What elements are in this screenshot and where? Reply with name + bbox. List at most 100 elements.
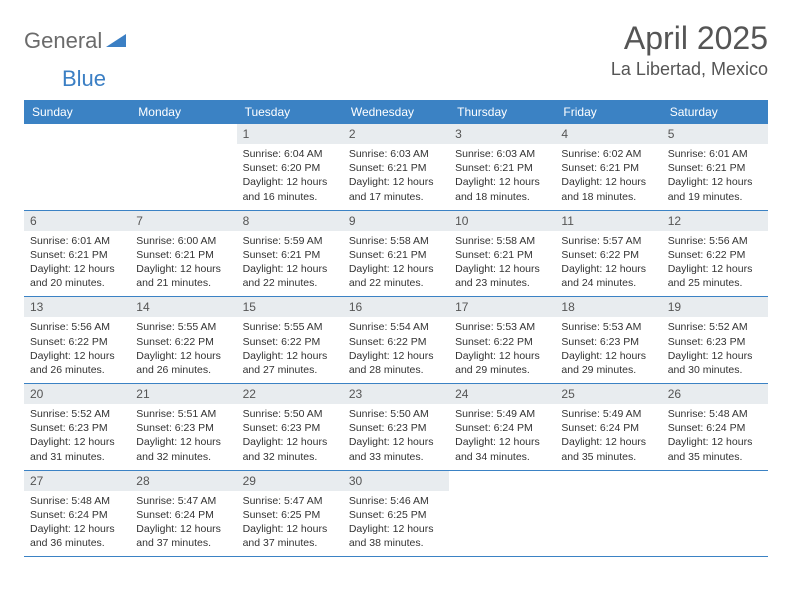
day-content: Sunrise: 6:02 AMSunset: 6:21 PMDaylight:… [555,144,661,210]
logo-triangle-icon [106,31,126,52]
sunset-text: Sunset: 6:21 PM [561,161,655,175]
calendar-cell: 25Sunrise: 5:49 AMSunset: 6:24 PMDayligh… [555,384,661,471]
day-content: Sunrise: 5:49 AMSunset: 6:24 PMDaylight:… [449,404,555,470]
sunset-text: Sunset: 6:23 PM [561,335,655,349]
day-content: Sunrise: 6:04 AMSunset: 6:20 PMDaylight:… [237,144,343,210]
daylight-text: Daylight: 12 hours and 17 minutes. [349,175,443,203]
sunset-text: Sunset: 6:24 PM [561,421,655,435]
sunset-text: Sunset: 6:25 PM [243,508,337,522]
calendar-cell [24,124,130,210]
day-number [555,471,661,491]
calendar-week: 6Sunrise: 6:01 AMSunset: 6:21 PMDaylight… [24,210,768,297]
daylight-text: Daylight: 12 hours and 29 minutes. [561,349,655,377]
calendar-cell: 16Sunrise: 5:54 AMSunset: 6:22 PMDayligh… [343,297,449,384]
day-content: Sunrise: 5:51 AMSunset: 6:23 PMDaylight:… [130,404,236,470]
calendar-cell [130,124,236,210]
sunrise-text: Sunrise: 6:01 AM [30,234,124,248]
calendar-week: 13Sunrise: 5:56 AMSunset: 6:22 PMDayligh… [24,297,768,384]
day-content: Sunrise: 5:47 AMSunset: 6:24 PMDaylight:… [130,491,236,557]
day-number: 11 [555,211,661,231]
calendar-cell: 3Sunrise: 6:03 AMSunset: 6:21 PMDaylight… [449,124,555,210]
day-content [130,144,236,202]
day-number: 27 [24,471,130,491]
day-content: Sunrise: 5:48 AMSunset: 6:24 PMDaylight:… [662,404,768,470]
sunset-text: Sunset: 6:22 PM [561,248,655,262]
daylight-text: Daylight: 12 hours and 26 minutes. [136,349,230,377]
calendar-cell: 8Sunrise: 5:59 AMSunset: 6:21 PMDaylight… [237,210,343,297]
day-number [24,124,130,144]
daylight-text: Daylight: 12 hours and 32 minutes. [243,435,337,463]
daylight-text: Daylight: 12 hours and 23 minutes. [455,262,549,290]
sunset-text: Sunset: 6:21 PM [30,248,124,262]
day-content: Sunrise: 6:01 AMSunset: 6:21 PMDaylight:… [24,231,130,297]
day-content: Sunrise: 5:53 AMSunset: 6:23 PMDaylight:… [555,317,661,383]
dayhead-thu: Thursday [449,100,555,124]
calendar-cell: 11Sunrise: 5:57 AMSunset: 6:22 PMDayligh… [555,210,661,297]
calendar-cell: 6Sunrise: 6:01 AMSunset: 6:21 PMDaylight… [24,210,130,297]
sunrise-text: Sunrise: 5:54 AM [349,320,443,334]
calendar-cell: 7Sunrise: 6:00 AMSunset: 6:21 PMDaylight… [130,210,236,297]
calendar-cell: 1Sunrise: 6:04 AMSunset: 6:20 PMDaylight… [237,124,343,210]
day-number: 12 [662,211,768,231]
calendar-cell: 5Sunrise: 6:01 AMSunset: 6:21 PMDaylight… [662,124,768,210]
day-number: 1 [237,124,343,144]
sunset-text: Sunset: 6:23 PM [349,421,443,435]
day-content: Sunrise: 6:00 AMSunset: 6:21 PMDaylight:… [130,231,236,297]
day-number: 5 [662,124,768,144]
calendar-week: 20Sunrise: 5:52 AMSunset: 6:23 PMDayligh… [24,384,768,471]
daylight-text: Daylight: 12 hours and 29 minutes. [455,349,549,377]
day-number [449,471,555,491]
day-number: 16 [343,297,449,317]
calendar-cell: 12Sunrise: 5:56 AMSunset: 6:22 PMDayligh… [662,210,768,297]
dayhead-sat: Saturday [662,100,768,124]
sunrise-text: Sunrise: 5:51 AM [136,407,230,421]
sunset-text: Sunset: 6:21 PM [243,248,337,262]
day-number: 4 [555,124,661,144]
calendar-cell: 20Sunrise: 5:52 AMSunset: 6:23 PMDayligh… [24,384,130,471]
day-number: 13 [24,297,130,317]
calendar-week: 27Sunrise: 5:48 AMSunset: 6:24 PMDayligh… [24,470,768,557]
daylight-text: Daylight: 12 hours and 18 minutes. [561,175,655,203]
sunset-text: Sunset: 6:21 PM [668,161,762,175]
day-content: Sunrise: 5:59 AMSunset: 6:21 PMDaylight:… [237,231,343,297]
sunset-text: Sunset: 6:22 PM [455,335,549,349]
day-content: Sunrise: 5:54 AMSunset: 6:22 PMDaylight:… [343,317,449,383]
calendar-cell: 28Sunrise: 5:47 AMSunset: 6:24 PMDayligh… [130,470,236,557]
sunset-text: Sunset: 6:23 PM [30,421,124,435]
day-number [130,124,236,144]
calendar-cell: 24Sunrise: 5:49 AMSunset: 6:24 PMDayligh… [449,384,555,471]
calendar-body: 1Sunrise: 6:04 AMSunset: 6:20 PMDaylight… [24,124,768,557]
daylight-text: Daylight: 12 hours and 28 minutes. [349,349,443,377]
day-number: 20 [24,384,130,404]
calendar-cell: 10Sunrise: 5:58 AMSunset: 6:21 PMDayligh… [449,210,555,297]
daylight-text: Daylight: 12 hours and 37 minutes. [136,522,230,550]
day-header-row: Sunday Monday Tuesday Wednesday Thursday… [24,100,768,124]
sunset-text: Sunset: 6:22 PM [668,248,762,262]
day-number: 30 [343,471,449,491]
day-number: 10 [449,211,555,231]
month-title: April 2025 [611,20,768,57]
sunrise-text: Sunrise: 5:56 AM [668,234,762,248]
day-number: 22 [237,384,343,404]
day-number: 14 [130,297,236,317]
sunset-text: Sunset: 6:21 PM [455,161,549,175]
daylight-text: Daylight: 12 hours and 35 minutes. [561,435,655,463]
day-number: 25 [555,384,661,404]
sunset-text: Sunset: 6:22 PM [30,335,124,349]
day-number: 8 [237,211,343,231]
sunrise-text: Sunrise: 5:57 AM [561,234,655,248]
calendar-cell: 15Sunrise: 5:55 AMSunset: 6:22 PMDayligh… [237,297,343,384]
sunrise-text: Sunrise: 5:58 AM [455,234,549,248]
day-content: Sunrise: 5:56 AMSunset: 6:22 PMDaylight:… [24,317,130,383]
sunrise-text: Sunrise: 5:56 AM [30,320,124,334]
sunset-text: Sunset: 6:22 PM [243,335,337,349]
sunset-text: Sunset: 6:22 PM [349,335,443,349]
sunrise-text: Sunrise: 5:50 AM [349,407,443,421]
daylight-text: Daylight: 12 hours and 36 minutes. [30,522,124,550]
day-number: 24 [449,384,555,404]
day-content: Sunrise: 5:58 AMSunset: 6:21 PMDaylight:… [343,231,449,297]
sunrise-text: Sunrise: 5:58 AM [349,234,443,248]
daylight-text: Daylight: 12 hours and 34 minutes. [455,435,549,463]
daylight-text: Daylight: 12 hours and 26 minutes. [30,349,124,377]
sunrise-text: Sunrise: 5:52 AM [668,320,762,334]
